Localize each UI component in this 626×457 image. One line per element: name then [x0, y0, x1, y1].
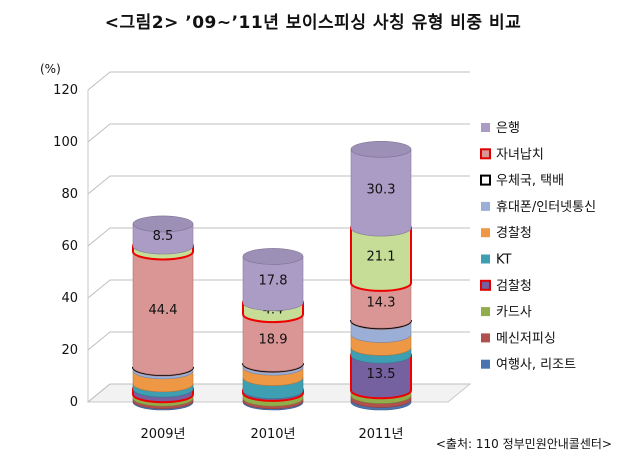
legend-swatch: [481, 333, 490, 343]
legend-label: 검찰청: [496, 279, 532, 294]
data-label: 44.4: [149, 303, 178, 318]
y-tick-label: 40: [61, 291, 78, 306]
legend-swatch: [480, 148, 491, 160]
x-tick-label: 2009년: [140, 427, 185, 442]
y-tick-label: 100: [53, 135, 78, 150]
bars: 244.42.18.50.918.94.417.813.514.321.130.…: [131, 140, 413, 411]
legend-item: 은행: [481, 120, 520, 136]
data-label: 30.3: [367, 183, 396, 198]
x-axis: 2009년 2010년 2011년: [140, 427, 403, 442]
x-tick-label: 2011년: [358, 427, 403, 442]
data-label: 21.1: [367, 249, 396, 264]
legend-label: 우체국, 택배: [496, 174, 564, 189]
cylinder-top: [242, 248, 304, 265]
cylinder-top: [132, 215, 194, 233]
legend-label: 휴대폰/인터넷통신: [496, 200, 596, 215]
y-tick-label: 20: [61, 343, 78, 358]
gridline: [87, 175, 470, 195]
data-label: 13.5: [367, 367, 396, 382]
gridline: [87, 123, 470, 143]
legend-swatch: [481, 201, 490, 211]
data-label: 18.9: [259, 333, 288, 348]
x-tick-label: 2010년: [250, 427, 295, 442]
legend-item: 우체국, 택배: [480, 174, 564, 189]
legend-item: 자녀납치: [480, 147, 544, 162]
legend-swatch: [481, 123, 490, 132]
y-tick-label: 80: [61, 187, 78, 202]
legend-label: 경찰청: [496, 226, 532, 241]
data-label: 8.5: [153, 229, 174, 244]
gridlines: [87, 71, 470, 403]
y-axis: 0 20 40 60 80 100 120: [53, 83, 78, 410]
gridline: [87, 331, 470, 351]
y-tick-label: 0: [70, 395, 78, 410]
legend-label: KT: [496, 253, 512, 268]
legend-item: 메신저피싱: [481, 331, 556, 346]
y-tick-label: 60: [61, 239, 78, 254]
legend-swatch: [481, 359, 490, 369]
cylinder-segment: 17.8: [242, 248, 304, 311]
cylinder-segment: 18.9: [242, 314, 304, 372]
legend-item: 경찰청: [481, 226, 532, 241]
legend-item: 검찰청: [480, 279, 532, 294]
y-tick-label: 120: [53, 83, 78, 98]
legend-label: 자녀납치: [496, 147, 544, 162]
legend-label: 카드사: [496, 305, 532, 320]
gridline: [87, 227, 470, 247]
legend-swatch: [480, 174, 491, 186]
legend-swatch: [481, 228, 490, 238]
data-label: 14.3: [367, 296, 396, 311]
legend-swatch: [480, 279, 491, 291]
source-note: <출처: 110 정부민원안내콜센터>: [435, 437, 612, 451]
chart-title: <그림2> ’09~’11년 보이스피싱 사칭 유형 비중 비교: [104, 13, 522, 33]
cylinder-segment: 13.5: [350, 346, 412, 400]
legend-label: 은행: [496, 120, 520, 136]
legend-swatch: [481, 307, 490, 317]
legend-item: 카드사: [481, 305, 532, 320]
legend-item: KT: [481, 253, 512, 268]
gridline: [87, 71, 470, 91]
legend-label: 여행사, 리조트: [496, 357, 576, 373]
legend-swatch: [481, 254, 490, 264]
cylinder-segment: 8.5: [132, 215, 194, 255]
y-axis-unit: (%): [40, 62, 61, 76]
data-label: 17.8: [259, 274, 288, 289]
legend-item: 여행사, 리조트: [481, 357, 576, 373]
cylinder-segment: 44.4: [132, 251, 194, 376]
cylinder-segment: 30.3: [350, 140, 412, 237]
cylinder-top: [350, 140, 412, 158]
legend-item: 휴대폰/인터넷통신: [481, 200, 596, 215]
legend-label: 메신저피싱: [496, 331, 556, 346]
